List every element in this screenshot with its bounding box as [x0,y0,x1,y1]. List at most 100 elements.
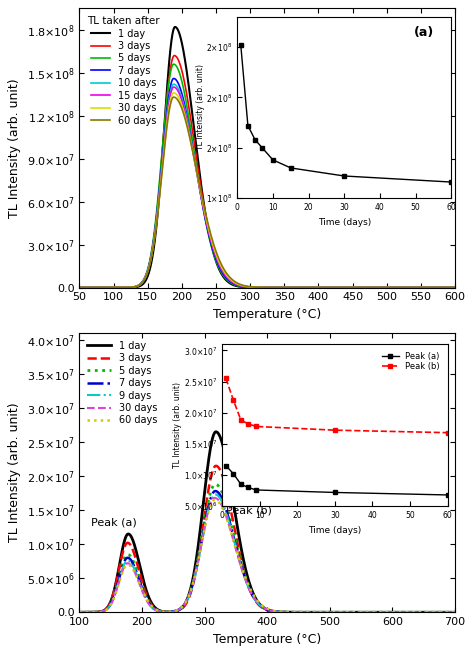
9 days [452,608,458,616]
Legend: 1 day, 3 days, 5 days, 7 days, 10 days, 15 days, 30 days, 60 days: 1 day, 3 days, 5 days, 7 days, 10 days, … [84,13,163,128]
60 days [142,275,147,283]
Line: 3 days: 3 days [80,466,455,612]
7 days [221,498,227,506]
5 days [221,272,227,280]
10 days [171,80,177,88]
1 day [77,284,82,292]
5 days [77,284,82,292]
1 day [77,608,82,616]
1 day [404,608,410,616]
1 day [119,546,125,554]
30 days [77,608,82,616]
X-axis label: Temperature (°C): Temperature (°C) [213,632,321,645]
1 day [445,608,451,616]
5 days [142,590,147,598]
1 day [445,284,451,292]
Line: 1 day: 1 day [80,27,455,288]
5 days [212,480,218,488]
7 days [171,75,177,82]
60 days [77,608,82,616]
7 days [119,284,125,292]
3 days [213,462,219,470]
3 days [142,586,147,594]
3 days [77,284,82,292]
5 days [142,274,147,282]
15 days [221,269,227,277]
Line: 30 days: 30 days [80,93,455,288]
5 days [404,284,410,292]
Line: 1 day: 1 day [80,432,455,612]
1 day [404,284,410,292]
9 days [119,566,125,574]
60 days [119,284,125,292]
3 days [172,52,177,60]
Line: 7 days: 7 days [80,491,455,612]
7 days [452,284,458,292]
Y-axis label: TL Intensity (arb. unit): TL Intensity (arb. unit) [9,403,21,542]
Line: 9 days: 9 days [80,494,455,612]
1 day [213,428,219,436]
60 days [237,557,243,565]
30 days [212,494,218,502]
7 days [445,284,451,292]
30 days [445,284,451,292]
5 days [119,284,125,292]
3 days [445,608,451,616]
60 days [404,284,410,292]
30 days [404,284,410,292]
60 days [445,284,451,292]
60 days [142,591,147,599]
3 days [404,608,410,616]
30 days [119,284,125,292]
1 day [142,278,147,286]
9 days [142,592,147,600]
7 days [142,591,147,598]
30 days [404,608,410,616]
60 days [77,284,82,292]
Line: 60 days: 60 days [80,97,455,288]
15 days [404,284,410,292]
5 days [221,492,227,500]
3 days [404,284,410,292]
3 days [119,284,125,292]
1 day [221,273,227,281]
60 days [452,284,458,292]
7 days [142,275,147,283]
7 days [445,608,451,616]
60 days [212,496,218,504]
60 days [404,608,410,616]
5 days [237,554,243,562]
60 days [452,608,458,616]
Text: (b): (b) [222,344,247,359]
5 days [77,608,82,616]
1 day [221,445,227,453]
7 days [119,563,125,571]
Line: 15 days: 15 days [80,87,455,288]
30 days [237,559,243,567]
5 days [445,284,451,292]
30 days [221,267,227,275]
60 days [119,569,125,577]
10 days [221,269,227,277]
9 days [404,608,410,616]
1 day [452,284,458,292]
60 days [221,507,227,515]
30 days [77,284,82,292]
5 days [452,608,458,616]
Text: Peak (b): Peak (b) [226,506,272,515]
Line: 30 days: 30 days [80,498,455,612]
7 days [77,284,82,292]
Line: 60 days: 60 days [80,500,455,612]
1 day [172,23,178,31]
1 day [237,538,243,545]
30 days [142,275,147,283]
30 days [221,506,227,513]
Legend: 1 day, 3 days, 5 days, 7 days, 9 days, 30 days, 60 days: 1 day, 3 days, 5 days, 7 days, 9 days, 3… [84,338,161,428]
7 days [212,487,218,495]
5 days [171,60,177,68]
7 days [404,608,410,616]
3 days [119,551,125,559]
Line: 10 days: 10 days [80,84,455,288]
15 days [77,284,82,292]
15 days [171,83,177,91]
